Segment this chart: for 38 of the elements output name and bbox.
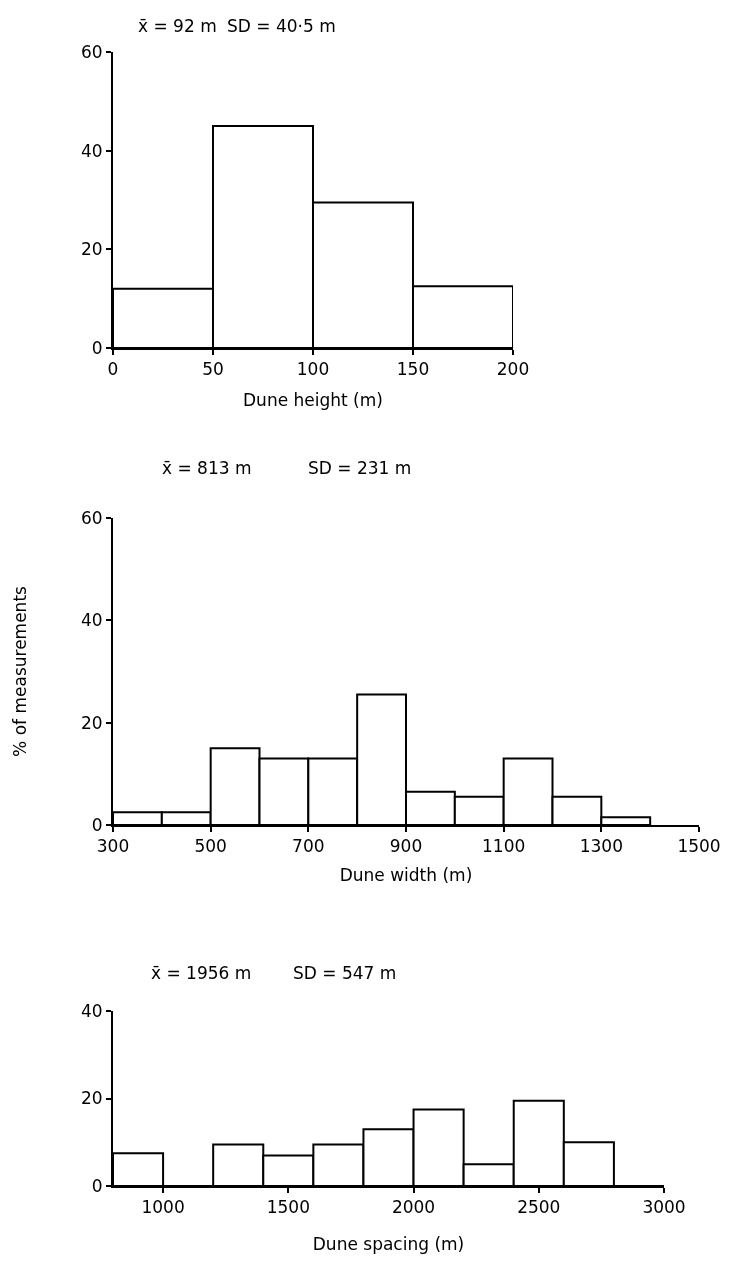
y-tick-label: 40	[80, 1000, 103, 1021]
y-tick-label: 20	[80, 712, 103, 733]
text: SD = 231 m	[308, 458, 412, 478]
y-tick-label: 0	[91, 337, 103, 358]
text: x̄ = 1956 m	[151, 963, 252, 983]
x-tick-label: 1100	[482, 836, 526, 857]
x-tick-label: 2000	[391, 1197, 436, 1218]
y-tick-label: 0	[91, 814, 103, 835]
x-tick-label: 300	[96, 836, 130, 857]
x-tick-label: 150	[396, 359, 430, 380]
y-tick-label: 40	[80, 610, 103, 631]
y-tick-label: 60	[80, 507, 103, 528]
x-axis-title: Dune spacing (m)	[312, 1234, 465, 1255]
y-tick-label: 20	[80, 239, 103, 260]
y-tick-label: 20	[80, 1088, 103, 1109]
text: SD = 547 m	[293, 963, 397, 983]
y-tick-label: 40	[80, 140, 103, 161]
x-tick-label: 500	[194, 836, 227, 857]
x-tick-label: 50	[202, 359, 224, 380]
x-axis-title: Dune height (m)	[243, 390, 383, 410]
x-tick-label: 2500	[517, 1197, 561, 1218]
y-tick-label: 60	[80, 41, 103, 62]
x-tick-label: 100	[296, 359, 330, 380]
text: x̄ = 92 m	[138, 16, 217, 36]
text: SD = 40·5 m	[227, 16, 336, 36]
x-tick-label: 0	[107, 359, 119, 380]
x-tick-label: 900	[389, 836, 423, 857]
x-tick-label: 3000	[642, 1197, 686, 1218]
x-tick-label: 700	[292, 836, 325, 857]
x-tick-label: 200	[496, 359, 530, 380]
x-tick-label: 1500	[266, 1197, 310, 1218]
x-tick-label: 1000	[141, 1197, 185, 1218]
text: x̄ = 813 m	[162, 458, 252, 478]
y-axis-title: % of measurements	[10, 585, 31, 757]
x-tick-label: 1500	[677, 836, 721, 857]
x-tick-label: 1300	[579, 836, 623, 857]
x-axis-title: Dune width (m)	[339, 865, 473, 885]
y-tick-label: 0	[91, 1175, 103, 1196]
